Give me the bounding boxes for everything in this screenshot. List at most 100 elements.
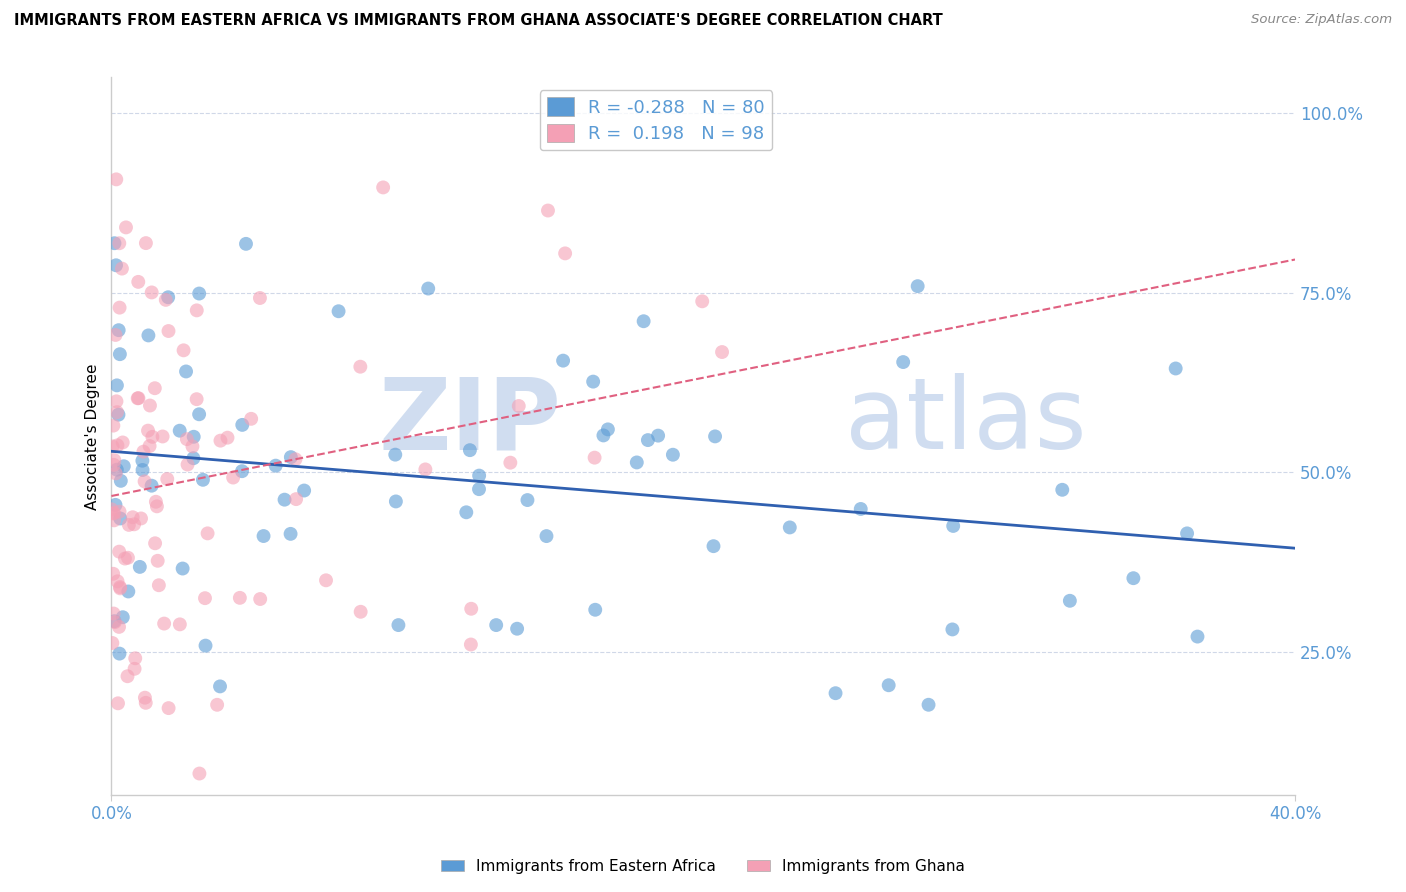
Point (143, 536, 166, 550)
Point (131, 463, 153, 477)
Point (108, 647, 131, 661)
Point (849, 502, 872, 516)
Point (186, 392, 208, 407)
Point (105, 172, 128, 186)
Text: Source: ZipAtlas.com: Source: ZipAtlas.com (1251, 13, 1392, 27)
Point (138, 439, 160, 453)
Point (384, 448, 406, 462)
Legend: Immigrants from Eastern Africa, Immigrants from Ghana: Immigrants from Eastern Africa, Immigran… (434, 853, 972, 880)
Point (197, 526, 219, 541)
Point (415, 462, 437, 476)
Point (146, 500, 169, 514)
Point (205, 698, 228, 712)
Point (537, 203, 560, 218)
Point (285, 492, 308, 507)
Point (264, 458, 287, 473)
Point (108, 301, 131, 315)
Point (110, 474, 132, 488)
Point (292, 483, 315, 498)
Point (131, 453, 153, 467)
Point (122, 517, 145, 532)
Point (108, 236, 131, 251)
Point (117, 550, 139, 565)
Point (468, 468, 491, 483)
Point (135, 696, 157, 710)
Point (117, 669, 139, 683)
Point (662, 448, 685, 462)
Point (907, 279, 929, 293)
Point (240, 412, 263, 426)
Point (138, 328, 160, 343)
Point (157, 701, 180, 715)
Point (155, 293, 177, 307)
Point (103, 458, 125, 472)
Point (103, 418, 125, 433)
Point (183, 451, 205, 466)
Point (1059, 594, 1081, 608)
Point (108, 620, 131, 634)
Point (127, 275, 149, 289)
Point (104, 498, 127, 512)
Point (176, 458, 198, 472)
Point (208, 680, 231, 694)
Point (1187, 630, 1209, 644)
Legend: R = -0.288   N = 80, R =  0.198   N = 98: R = -0.288 N = 80, R = 0.198 N = 98 (540, 90, 772, 151)
Point (637, 433, 659, 447)
Point (103, 507, 125, 521)
Point (157, 290, 180, 304)
Point (173, 343, 195, 358)
Point (169, 617, 191, 632)
Point (1164, 361, 1187, 376)
Point (111, 261, 134, 276)
Point (273, 492, 295, 507)
Text: IMMIGRANTS FROM EASTERN AFRICA VS IMMIGRANTS FROM GHANA ASSOCIATE'S DEGREE CORRE: IMMIGRANTS FROM EASTERN AFRICA VS IMMIGR… (14, 13, 943, 29)
Point (315, 574, 337, 588)
Point (186, 303, 208, 318)
Point (169, 424, 191, 438)
Point (1122, 571, 1144, 585)
Point (141, 285, 163, 300)
Point (188, 766, 211, 780)
Point (141, 478, 163, 492)
Point (108, 505, 131, 519)
Point (152, 429, 174, 443)
Point (460, 638, 482, 652)
Point (418, 281, 440, 295)
Point (103, 607, 125, 621)
Point (101, 636, 124, 650)
Point (592, 428, 614, 442)
Point (134, 690, 156, 705)
Point (136, 424, 159, 438)
Point (146, 554, 169, 568)
Point (468, 482, 491, 496)
Point (373, 180, 395, 194)
Point (824, 686, 846, 700)
Point (191, 473, 214, 487)
Point (249, 291, 271, 305)
Point (485, 618, 508, 632)
Point (941, 623, 963, 637)
Point (118, 517, 141, 532)
Point (252, 529, 274, 543)
Point (111, 610, 134, 624)
Point (554, 246, 576, 260)
Point (222, 470, 245, 484)
Point (328, 304, 350, 318)
Point (553, 353, 575, 368)
Point (108, 544, 131, 558)
Point (110, 511, 132, 525)
Point (387, 618, 409, 632)
Point (105, 405, 128, 419)
Point (105, 463, 128, 477)
Point (690, 294, 713, 309)
Point (145, 495, 167, 509)
Point (108, 347, 131, 361)
Point (194, 639, 217, 653)
Point (107, 323, 129, 337)
Point (458, 443, 481, 458)
Point (103, 614, 125, 628)
Point (209, 434, 232, 448)
Point (105, 394, 128, 409)
Point (105, 378, 128, 392)
Point (284, 452, 307, 467)
